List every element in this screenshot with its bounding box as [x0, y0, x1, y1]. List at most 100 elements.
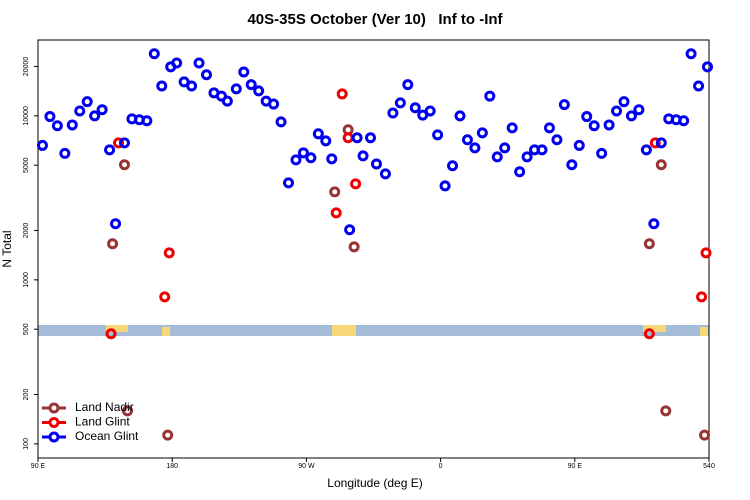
land: [700, 327, 708, 336]
point: [51, 120, 63, 132]
point: [305, 152, 317, 164]
point: [387, 107, 399, 119]
point: [454, 110, 466, 122]
point: [141, 115, 153, 127]
point: [118, 159, 130, 171]
point: [625, 110, 637, 122]
y-tick-label: 20000: [23, 57, 30, 77]
point: [648, 218, 660, 230]
x-tick-label: 0: [439, 463, 443, 470]
y-tick-label: 5000: [23, 157, 30, 173]
point: [543, 122, 555, 134]
point: [221, 95, 233, 107]
point: [320, 135, 332, 147]
point: [432, 129, 444, 141]
point: [326, 153, 338, 165]
point: [696, 291, 708, 303]
point: [344, 224, 356, 236]
point: [105, 328, 117, 340]
point: [439, 180, 451, 192]
point: [558, 99, 570, 111]
point: [329, 186, 341, 198]
legend-marker: [48, 417, 60, 428]
point: [283, 177, 295, 189]
point: [81, 96, 93, 108]
point: [506, 122, 518, 134]
x-tick-label: 180: [166, 463, 178, 470]
point: [379, 168, 391, 180]
land: [162, 327, 170, 336]
point: [357, 150, 369, 162]
point: [36, 139, 48, 151]
point: [700, 247, 712, 259]
legend-marker: [48, 402, 60, 414]
point: [402, 79, 414, 91]
point: [469, 142, 481, 154]
point: [59, 147, 71, 159]
point: [74, 105, 86, 117]
land: [643, 325, 666, 332]
point: [640, 144, 652, 156]
point: [162, 429, 174, 441]
point: [312, 128, 324, 140]
point: [699, 429, 711, 441]
point: [163, 247, 175, 259]
point: [678, 115, 690, 127]
point: [297, 147, 309, 159]
point: [275, 116, 287, 128]
point: [499, 142, 511, 154]
point: [596, 147, 608, 159]
point: [245, 79, 257, 91]
map-strip: [38, 325, 709, 336]
point: [186, 80, 198, 92]
point: [118, 137, 130, 149]
point: [655, 137, 667, 149]
point: [611, 105, 623, 117]
point: [633, 104, 645, 116]
land: [332, 325, 356, 336]
point: [521, 151, 533, 163]
y-tick-label: 10000: [23, 106, 30, 126]
x-tick-label: 90 E: [568, 463, 583, 470]
point: [113, 137, 125, 149]
y-tick-label: 500: [23, 323, 30, 335]
point: [424, 105, 436, 117]
y-tick-label: 200: [23, 389, 30, 401]
point: [238, 66, 250, 78]
point: [447, 160, 459, 172]
x-tick-label: 90 E: [31, 463, 46, 470]
y-tick-label: 100: [23, 438, 30, 450]
point: [476, 127, 488, 139]
point: [193, 57, 205, 69]
point: [230, 83, 242, 95]
point: [573, 139, 585, 151]
x-tick-label: 540: [703, 463, 715, 470]
point: [148, 48, 160, 60]
point: [110, 218, 122, 230]
point: [685, 48, 697, 60]
point: [660, 405, 672, 417]
point: [693, 80, 705, 92]
y-tick-label: 2000: [23, 223, 30, 239]
point: [348, 241, 360, 253]
point: [551, 134, 563, 146]
point: [159, 291, 171, 303]
point: [89, 110, 101, 122]
legend-marker: [48, 431, 60, 443]
point: [107, 238, 119, 250]
point: [581, 111, 593, 123]
point: [643, 238, 655, 250]
point: [461, 134, 473, 146]
x-axis-label: Longitude (deg E): [327, 476, 422, 490]
point: [268, 98, 280, 110]
chart-title: 40S-35S October (Ver 10) Inf to -Inf: [247, 11, 503, 28]
point: [104, 144, 116, 156]
point: [121, 405, 133, 417]
legend-label: Land Glint: [75, 415, 130, 429]
point: [370, 158, 382, 170]
point: [44, 111, 56, 123]
point: [156, 80, 168, 92]
point: [96, 104, 108, 116]
